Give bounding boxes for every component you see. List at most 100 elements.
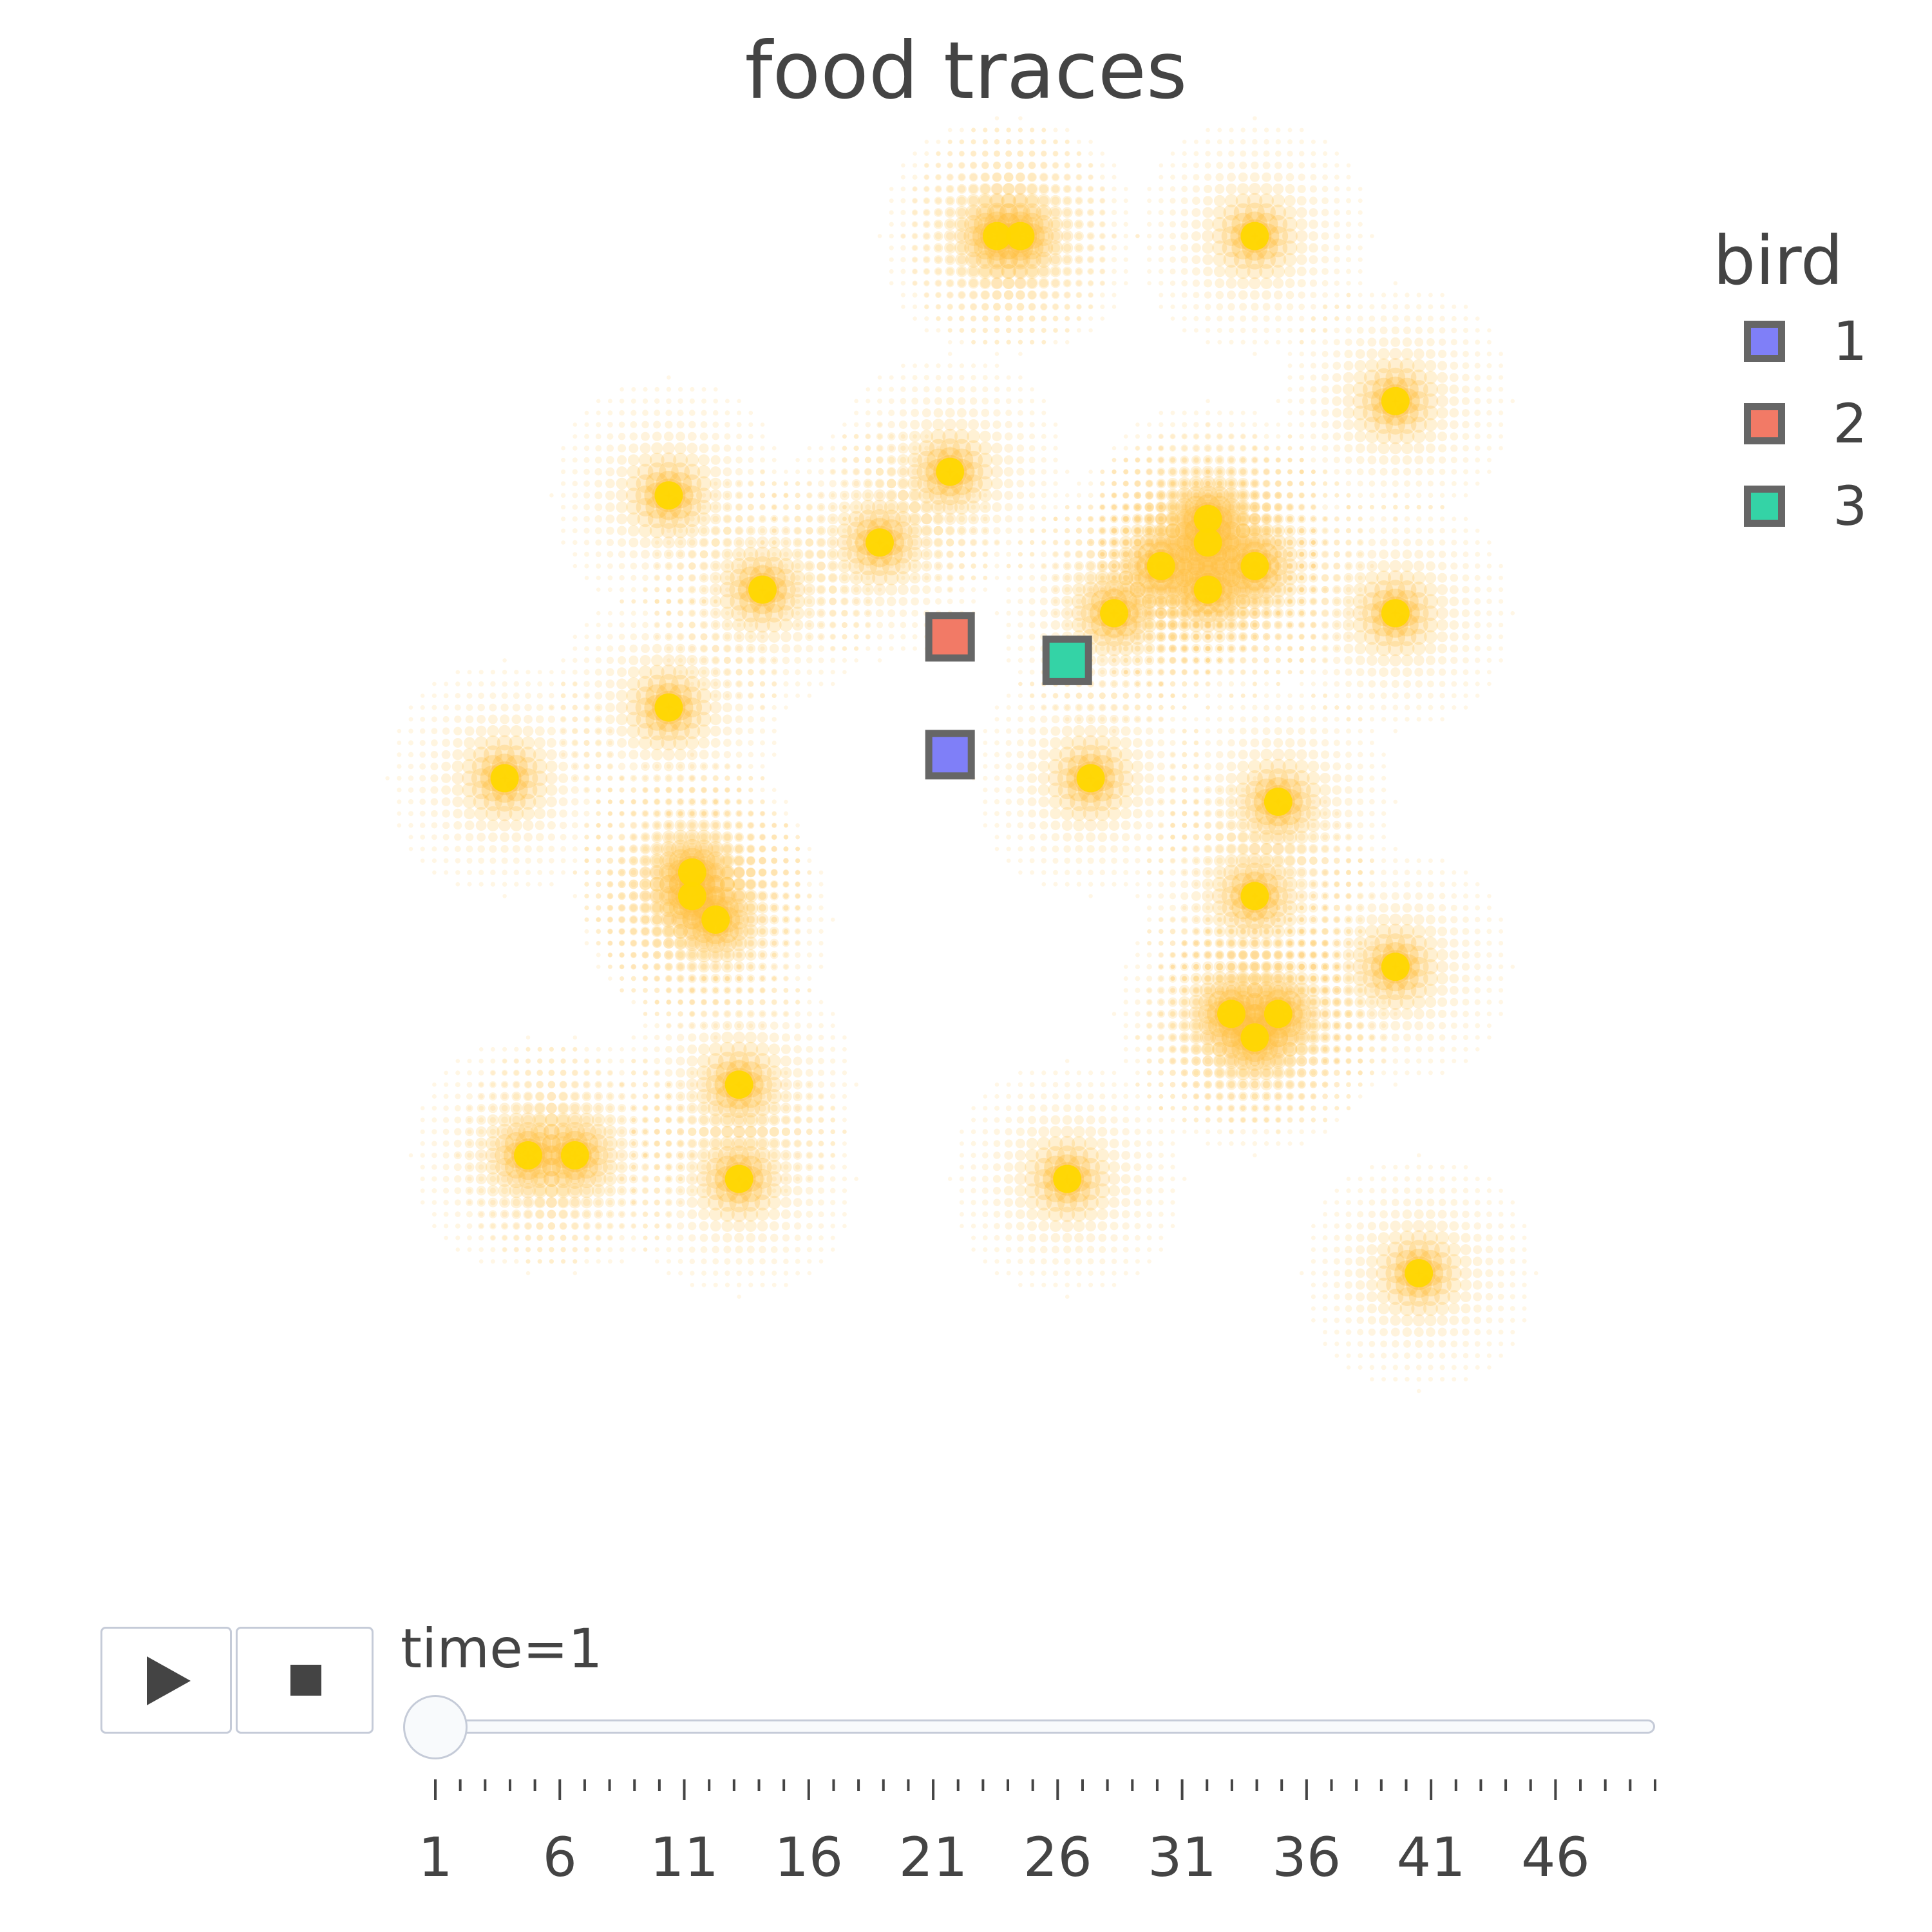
food-trace-point bbox=[584, 775, 589, 781]
food-trace-point bbox=[455, 1070, 460, 1075]
food-trace-point bbox=[616, 678, 628, 690]
food-trace-point bbox=[854, 646, 859, 651]
food-trace-point bbox=[663, 879, 674, 889]
food-trace-point bbox=[666, 587, 672, 592]
food-trace-point bbox=[534, 1197, 546, 1209]
food-trace-point bbox=[1065, 869, 1070, 875]
food-trace-point bbox=[1112, 175, 1117, 180]
food-trace-point bbox=[596, 788, 601, 793]
food-trace-point bbox=[1029, 128, 1035, 133]
food-trace-point bbox=[958, 551, 965, 558]
food-trace-point bbox=[724, 421, 730, 428]
food-trace-point bbox=[643, 1141, 648, 1146]
food-trace-point bbox=[583, 751, 590, 758]
food-trace-point bbox=[595, 763, 601, 770]
food-trace-point bbox=[594, 727, 602, 735]
food-trace-point bbox=[1041, 128, 1046, 133]
food-trace-point bbox=[1018, 128, 1023, 133]
food-trace-point bbox=[627, 737, 639, 749]
food-trace-point bbox=[641, 1116, 649, 1124]
food-trace-point bbox=[689, 822, 695, 828]
food-trace-point bbox=[1099, 175, 1105, 180]
food-trace-point bbox=[736, 433, 743, 440]
food-trace-point bbox=[842, 493, 847, 498]
food-trace-point bbox=[923, 209, 929, 216]
food-trace-point bbox=[1016, 798, 1025, 806]
food-trace-point bbox=[712, 645, 719, 652]
food-trace-point bbox=[969, 538, 978, 547]
food-trace-point bbox=[558, 785, 568, 795]
food-trace-point bbox=[666, 1212, 671, 1217]
food-trace-point bbox=[607, 788, 613, 793]
food-trace-point bbox=[983, 339, 988, 345]
food-trace-point bbox=[992, 502, 1002, 513]
food-trace-point bbox=[666, 1141, 672, 1146]
food-trace-point bbox=[483, 745, 502, 764]
food-trace-point bbox=[737, 399, 741, 404]
food-trace-point bbox=[561, 528, 566, 533]
food-trace-point bbox=[830, 646, 835, 651]
food-trace-point bbox=[841, 621, 848, 629]
food-trace-point bbox=[747, 668, 754, 676]
food-trace-point bbox=[829, 1176, 836, 1182]
food-trace-point bbox=[1048, 205, 1063, 220]
food-trace-point bbox=[923, 257, 929, 263]
food-trace-point bbox=[994, 717, 999, 722]
food-trace-point bbox=[889, 386, 895, 392]
food-trace-point bbox=[678, 1082, 683, 1087]
food-trace-point bbox=[549, 493, 554, 498]
food-trace-point bbox=[677, 528, 683, 534]
food-trace-point bbox=[713, 1270, 719, 1276]
food-trace-point bbox=[748, 681, 754, 687]
food-trace-point bbox=[1053, 434, 1058, 439]
food-trace-point bbox=[900, 281, 906, 286]
food-trace-point bbox=[748, 764, 753, 770]
food-trace-point bbox=[772, 728, 777, 734]
food-trace-point bbox=[678, 1129, 683, 1134]
food-trace-point bbox=[571, 1222, 578, 1229]
food-trace-point bbox=[631, 1059, 636, 1064]
food-trace-point bbox=[677, 1141, 683, 1146]
food-trace-point bbox=[1065, 469, 1070, 474]
food-trace-point bbox=[969, 279, 978, 288]
food-trace-point bbox=[690, 1153, 695, 1158]
food-trace-point bbox=[759, 716, 766, 723]
food-trace-point bbox=[969, 526, 978, 536]
food-trace-point bbox=[547, 1092, 556, 1101]
food-trace-point bbox=[607, 929, 613, 934]
food-trace-point bbox=[559, 1081, 567, 1089]
food-trace-point bbox=[502, 1211, 508, 1217]
food-trace-point bbox=[688, 585, 696, 594]
food-trace-point bbox=[1088, 304, 1094, 310]
food-trace-point bbox=[935, 280, 942, 287]
food-trace-point bbox=[419, 739, 426, 746]
food-trace-point bbox=[759, 681, 766, 687]
food-trace-point bbox=[631, 1177, 636, 1182]
food-trace-point bbox=[756, 913, 769, 926]
food-trace-point bbox=[887, 444, 896, 453]
food-trace-point bbox=[1075, 267, 1083, 276]
food-trace-point bbox=[545, 760, 558, 773]
food-trace-point bbox=[723, 1115, 732, 1125]
food-trace-point bbox=[936, 304, 941, 309]
food-trace-point bbox=[620, 1046, 624, 1052]
food-trace-point bbox=[525, 1247, 531, 1253]
food-trace-point bbox=[608, 1070, 612, 1075]
food-trace-point bbox=[712, 822, 719, 828]
food-trace-point bbox=[701, 1093, 707, 1100]
food-trace-point bbox=[635, 697, 656, 717]
food-trace-point bbox=[710, 1220, 721, 1232]
food-trace-point bbox=[842, 646, 847, 651]
food-trace-point bbox=[712, 787, 719, 793]
food-trace-point bbox=[584, 764, 589, 770]
food-trace-point bbox=[629, 750, 639, 760]
food-trace-point bbox=[689, 527, 696, 534]
food-trace-point bbox=[420, 1129, 425, 1134]
food-trace-point bbox=[795, 611, 800, 616]
food-trace-point bbox=[853, 445, 859, 451]
food-trace-point bbox=[827, 524, 839, 537]
food-trace-point bbox=[573, 434, 578, 439]
food-trace-point bbox=[674, 748, 687, 761]
food-trace-point bbox=[501, 1070, 508, 1076]
food-trace-point bbox=[684, 723, 701, 739]
